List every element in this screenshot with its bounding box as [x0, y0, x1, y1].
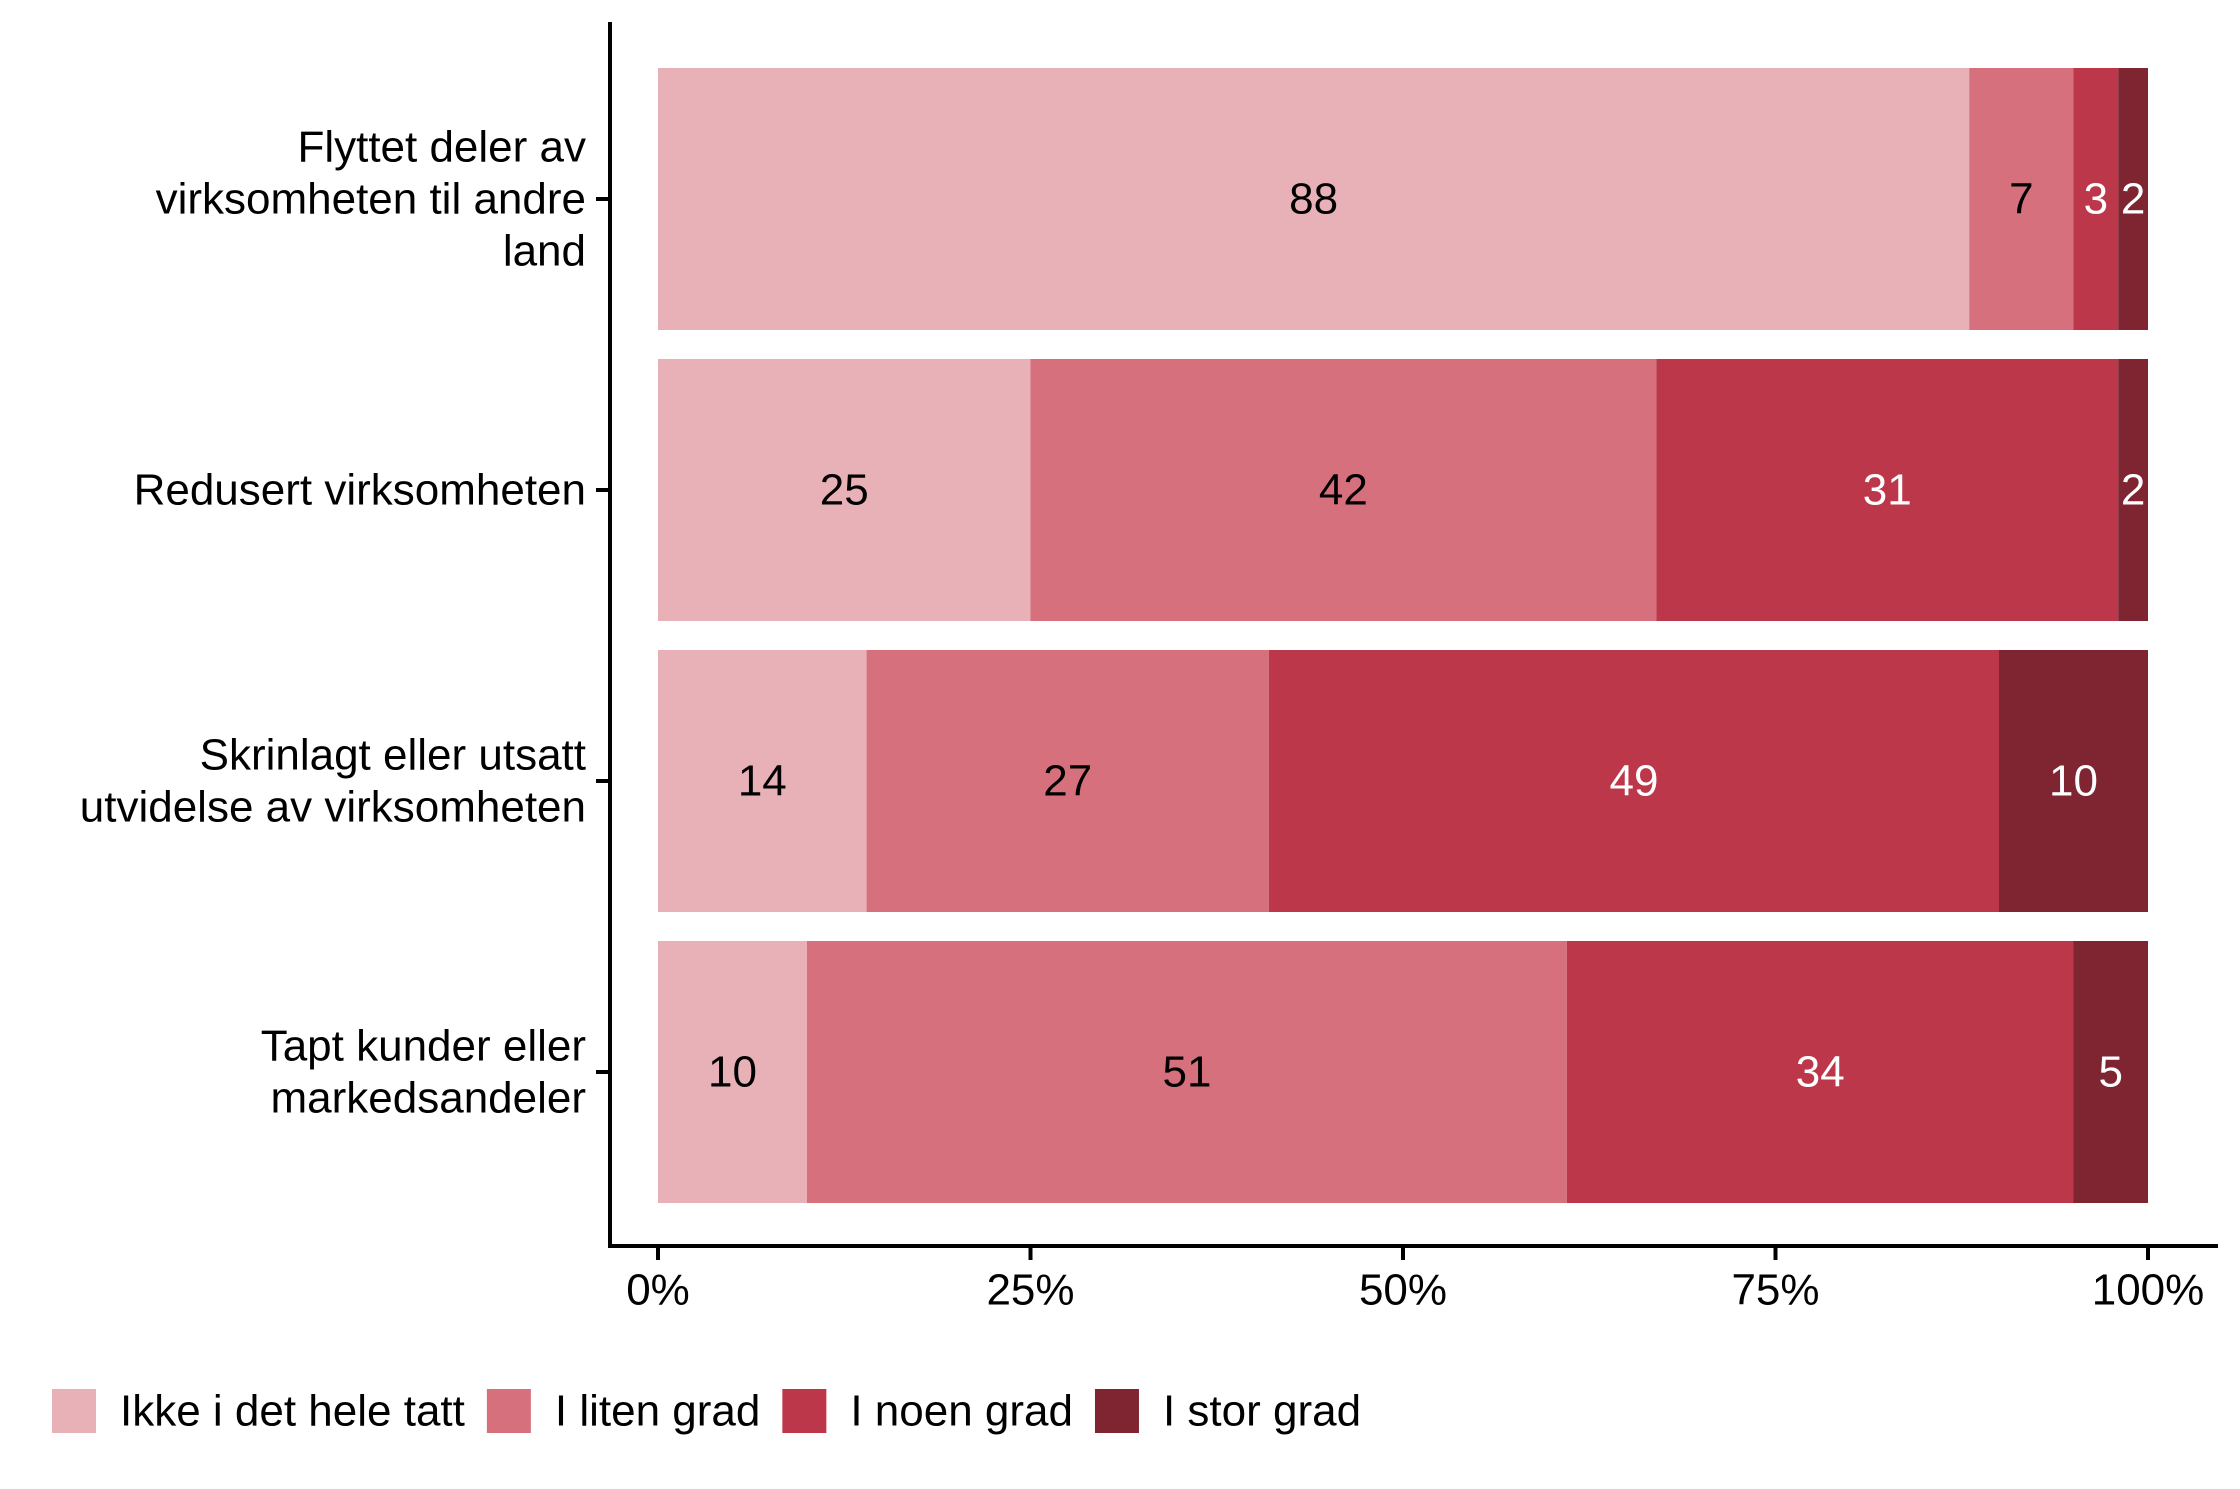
- y-tick-label: Redusert virksomheten: [134, 466, 586, 515]
- bar-value-label: 42: [1319, 466, 1368, 515]
- bar-value-label: 5: [2099, 1048, 2123, 1097]
- bar-value-label: 2: [2121, 466, 2145, 515]
- bar-segment-2-3: [1656, 359, 2119, 621]
- bar-segment-4-2: [807, 941, 1567, 1203]
- legend-label: I stor grad: [1163, 1387, 1361, 1436]
- x-tick-label: 100%: [2092, 1266, 2205, 1315]
- x-tick-label: 50%: [1359, 1266, 1447, 1315]
- bar-segment-1-2: [1969, 68, 2074, 330]
- bar-value-label: 3: [2084, 175, 2108, 224]
- legend-key-4: [1094, 1389, 1139, 1433]
- bar-value-label: 10: [708, 1048, 757, 1097]
- legend-key-1: [52, 1389, 96, 1433]
- bar-value-label: 10: [2049, 757, 2098, 806]
- bar-segment-4-4: [2073, 941, 2148, 1203]
- y-tick-label: land: [503, 227, 586, 276]
- bar-segment-4-1: [658, 941, 807, 1203]
- legend-key-3: [782, 1389, 827, 1433]
- bar-segment-3-2: [866, 650, 1269, 912]
- bar-value-label: 14: [738, 757, 787, 806]
- x-tick-label: 75%: [1731, 1266, 1819, 1315]
- bar-segment-2-4: [2118, 359, 2148, 621]
- bar-segment-3-1: [658, 650, 867, 912]
- y-tick-label: Skrinlagt eller utsatt: [200, 731, 586, 780]
- x-tick-label: 25%: [986, 1266, 1074, 1315]
- x-tick-label: 0%: [626, 1266, 690, 1315]
- bar-segment-3-4: [1999, 650, 2148, 912]
- bar-segment-3-3: [1268, 650, 1999, 912]
- bar-segment-1-4: [2118, 68, 2148, 330]
- bar-value-label: 25: [820, 466, 869, 515]
- bar-value-label: 7: [2009, 175, 2033, 224]
- bar-segment-1-1: [658, 68, 1970, 330]
- bar-value-label: 2: [2121, 175, 2145, 224]
- bar-value-label: 51: [1162, 1048, 1211, 1097]
- bars-layer: [658, 68, 2148, 1203]
- bar-segment-1-3: [2073, 68, 2119, 330]
- bar-segment-4-3: [1566, 941, 2074, 1203]
- legend-label: I noen grad: [850, 1387, 1073, 1436]
- bar-value-label: 27: [1043, 757, 1092, 806]
- axes-layer: 0% 25% 50% 75% 100% Flyttet deler avvirksomhe…: [80, 22, 2218, 1315]
- legend-label: Ikke i det hele tatt: [120, 1387, 465, 1436]
- bar-segment-2-1: [658, 359, 1031, 621]
- bar-value-label: 88: [1289, 175, 1338, 224]
- y-tick-label: utvidelse av virksomheten: [80, 783, 586, 832]
- y-tick-label: virksomheten til andre: [156, 175, 586, 224]
- bar-segment-2-2: [1030, 359, 1657, 621]
- legend: Ikke i det hele tatt I liten grad I noen g…: [52, 1387, 1361, 1436]
- bar-value-label: 49: [1609, 757, 1658, 806]
- y-tick-label: Flyttet deler av: [297, 123, 586, 172]
- y-tick-label: Tapt kunder eller: [261, 1022, 586, 1071]
- legend-key-2: [486, 1389, 531, 1433]
- y-tick-label: markedsandeler: [271, 1074, 587, 1123]
- legend-label: I liten grad: [555, 1387, 760, 1436]
- bar-value-label: 34: [1796, 1048, 1845, 1097]
- bar-value-label: 31: [1863, 466, 1912, 515]
